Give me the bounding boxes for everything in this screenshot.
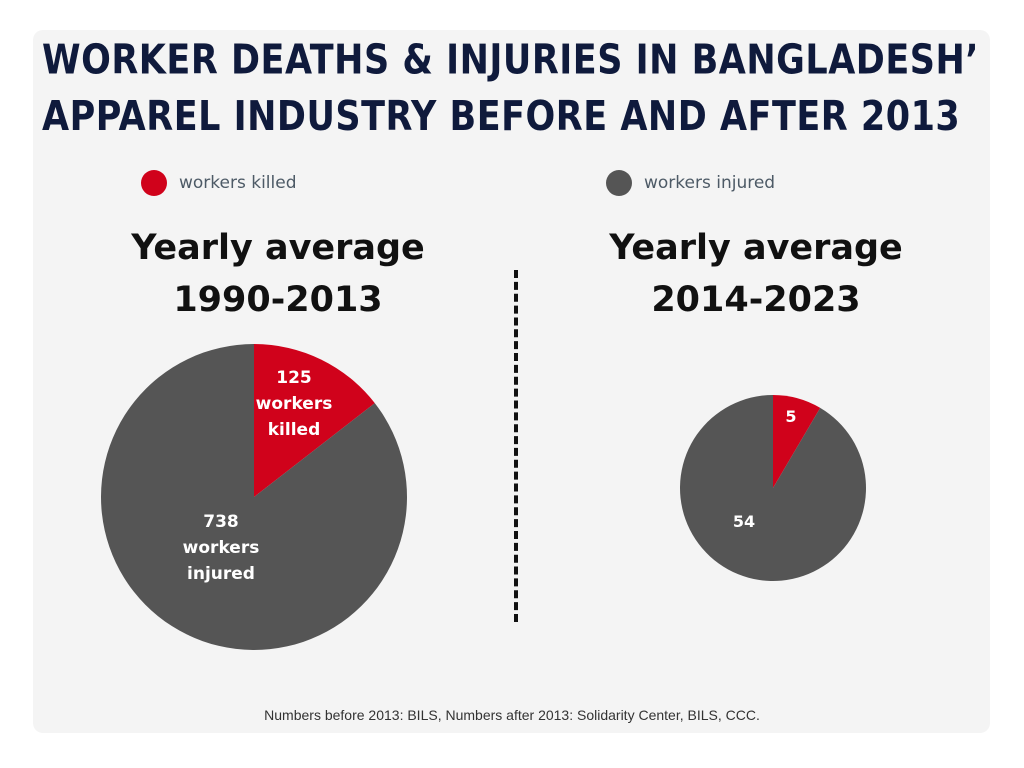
- pie-1-title: Yearly average 1990-2013: [78, 222, 478, 326]
- legend-item-workers-injured: workers injured: [606, 170, 775, 196]
- pie-1-data-label-workers-killed: 125 workers killed: [256, 368, 333, 440]
- pie-1-data-label-workers-injured: 738 workers injured: [183, 512, 260, 584]
- pie-2-data-label-workers-killed: 5: [785, 407, 796, 426]
- legend-swatch-workers-injured: [606, 170, 632, 196]
- pie-1-slice-workers-killed: [254, 344, 375, 497]
- pie-1-slice-workers-injured: [100, 344, 407, 650]
- source-note: Numbers before 2013: BILS, Numbers after…: [264, 707, 760, 723]
- pie-chart-1990-2013: 125 workers killed 738 workers injured: [100, 344, 407, 650]
- legend-swatch-workers-killed: [141, 170, 167, 196]
- pie-2-slice-workers-injured: [680, 395, 866, 581]
- legend-label-workers-injured: workers injured: [644, 173, 776, 193]
- pie-1-title-line-2: 1990-2013: [173, 280, 383, 320]
- dashed-divider: [514, 270, 518, 622]
- chart-title-line-1: WORKER DEATHS & INJURIES IN BANGLADESH’: [42, 36, 980, 84]
- chart-title-line-2: APPAREL INDUSTRY BEFORE AND AFTER 2013: [42, 93, 961, 141]
- pie-2-title: Yearly average 2014-2023: [556, 222, 956, 326]
- legend-label-workers-killed: workers killed: [179, 173, 297, 193]
- legend-item-workers-killed: workers killed: [141, 170, 297, 196]
- pie-chart-2014-2023: 5 54: [680, 395, 866, 581]
- pie-2-title-line-1: Yearly average: [609, 228, 903, 268]
- pie-1-title-line-1: Yearly average: [131, 228, 425, 268]
- pie-2-title-line-2: 2014-2023: [651, 280, 861, 320]
- pie-2-slice-workers-killed: [773, 395, 821, 488]
- chart-title: WORKER DEATHS & INJURIES IN BANGLADESH’ …: [42, 32, 992, 145]
- pie-2-data-label-workers-injured: 54: [733, 512, 755, 531]
